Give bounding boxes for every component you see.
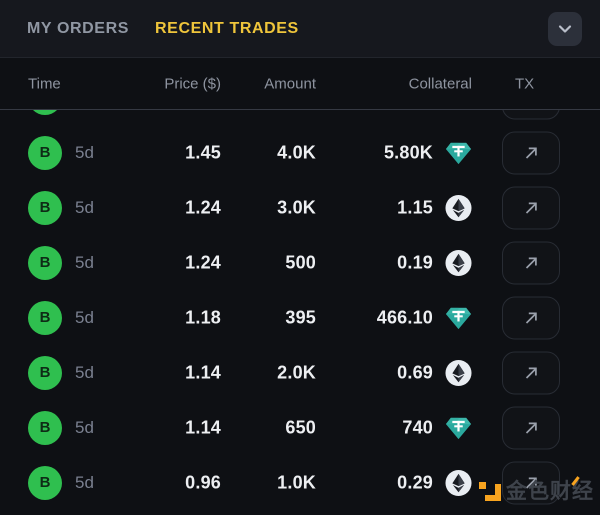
buy-badge: B [28,465,62,500]
table-row: B 5d 1.14 2.0K 0.69 [0,345,600,400]
buy-badge: B [28,410,62,445]
table-row: B 5d 1.24 3.0K 1.15 [0,180,600,235]
tx-link-button[interactable] [502,241,560,284]
eth-icon [445,194,472,221]
trade-collateral: 0.69 [397,362,433,382]
trade-price: 1.24 [185,252,221,272]
table-row: B 5d 1.45 4.0K 5.80K [0,125,600,180]
collapse-panel-button[interactable] [548,12,582,46]
trade-price: 1.18 [185,307,221,327]
trade-collateral: 5.80K [383,142,433,162]
trade-amount: 500 [285,252,316,272]
eth-icon [445,249,472,276]
buy-badge: B [28,245,62,280]
trade-time: 5d [75,417,94,437]
tx-link-button[interactable] [502,186,560,229]
buy-badge-label: B [39,364,51,381]
trade-price: 1.45 [185,142,221,162]
trade-collateral: 0.29 [397,472,433,492]
trade-amount: 650 [285,417,316,437]
usdt-icon [445,417,472,439]
usdt-icon [445,304,472,331]
tx-link-button[interactable] [502,296,560,339]
arrow-up-right-icon [525,477,537,489]
eth-icon [445,359,472,386]
eth-icon [445,359,472,386]
column-header-amount: Amount [264,75,316,92]
trade-time: 5d [75,472,94,492]
buy-badge: B [28,135,62,170]
trades-list: B 5d 1.45 4.0K 5.80K B 5d 1.24 3.0K 1.15 [0,110,600,515]
tx-link-button[interactable] [502,406,560,449]
eth-icon [445,249,472,276]
eth-icon [445,194,472,221]
table-row-clipped [0,110,600,125]
tx-link-button[interactable] [502,131,560,174]
usdt-icon [445,139,472,166]
chevron-down-icon [558,25,572,33]
buy-badge: B [28,190,62,225]
trade-time: 5d [75,252,94,272]
trade-amount: 395 [285,307,316,327]
buy-badge-label: B [39,419,51,436]
trade-amount: 2.0K [277,362,316,382]
trade-price: 1.14 [185,417,221,437]
buy-badge-label: B [39,144,51,161]
usdt-icon [445,142,472,164]
table-row: B 5d 1.24 500 0.19 [0,235,600,290]
buy-badge-label: B [39,199,51,216]
trade-time: 5d [75,307,94,327]
table-header: Time Price ($) Amount Collateral TX [0,58,600,110]
panel-tabbar: MY ORDERS RECENT TRADES [0,0,600,58]
tx-link-button[interactable] [502,110,560,119]
eth-icon [445,469,472,496]
trade-price: 1.14 [185,362,221,382]
trade-collateral: 466.10 [376,307,433,327]
arrow-up-right-icon [525,202,537,214]
trade-amount: 3.0K [277,197,316,217]
tab-my-orders[interactable]: MY ORDERS [27,19,130,37]
column-header-tx: TX [515,75,535,92]
arrow-up-right-icon [525,422,537,434]
arrow-up-right-icon [525,257,537,269]
buy-badge: B [28,300,62,335]
column-header-time: Time [28,75,61,92]
trade-collateral: 1.15 [397,197,433,217]
buy-badge [28,110,62,115]
trade-collateral: 740 [402,417,433,437]
trade-time: 5d [75,362,94,382]
column-header-collateral: Collateral [408,75,472,92]
trade-price: 1.24 [185,197,221,217]
trade-collateral: 0.19 [397,252,433,272]
table-row: B 5d 1.14 650 740 [0,400,600,455]
buy-badge-label: B [39,254,51,271]
buy-badge: B [28,355,62,390]
trade-amount: 4.0K [277,142,316,162]
arrow-up-right-icon [525,147,537,159]
buy-badge-label: B [39,309,51,326]
arrow-up-right-icon [525,312,537,324]
arrow-up-right-icon [525,367,537,379]
trade-time: 5d [75,197,94,217]
trade-time: 5d [75,142,94,162]
trade-price: 0.96 [185,472,221,492]
eth-icon [445,469,472,496]
usdt-icon [445,414,472,441]
tx-link-button[interactable] [502,461,560,504]
tx-link-button[interactable] [502,351,560,394]
usdt-icon [445,307,472,329]
trade-amount: 1.0K [277,472,316,492]
buy-badge-label: B [39,474,51,491]
column-header-price: Price ($) [164,75,221,92]
table-row: B 5d 0.96 1.0K 0.29 [0,455,600,510]
table-row: B 5d 1.18 395 466.10 [0,290,600,345]
tab-recent-trades[interactable]: RECENT TRADES [155,19,299,37]
